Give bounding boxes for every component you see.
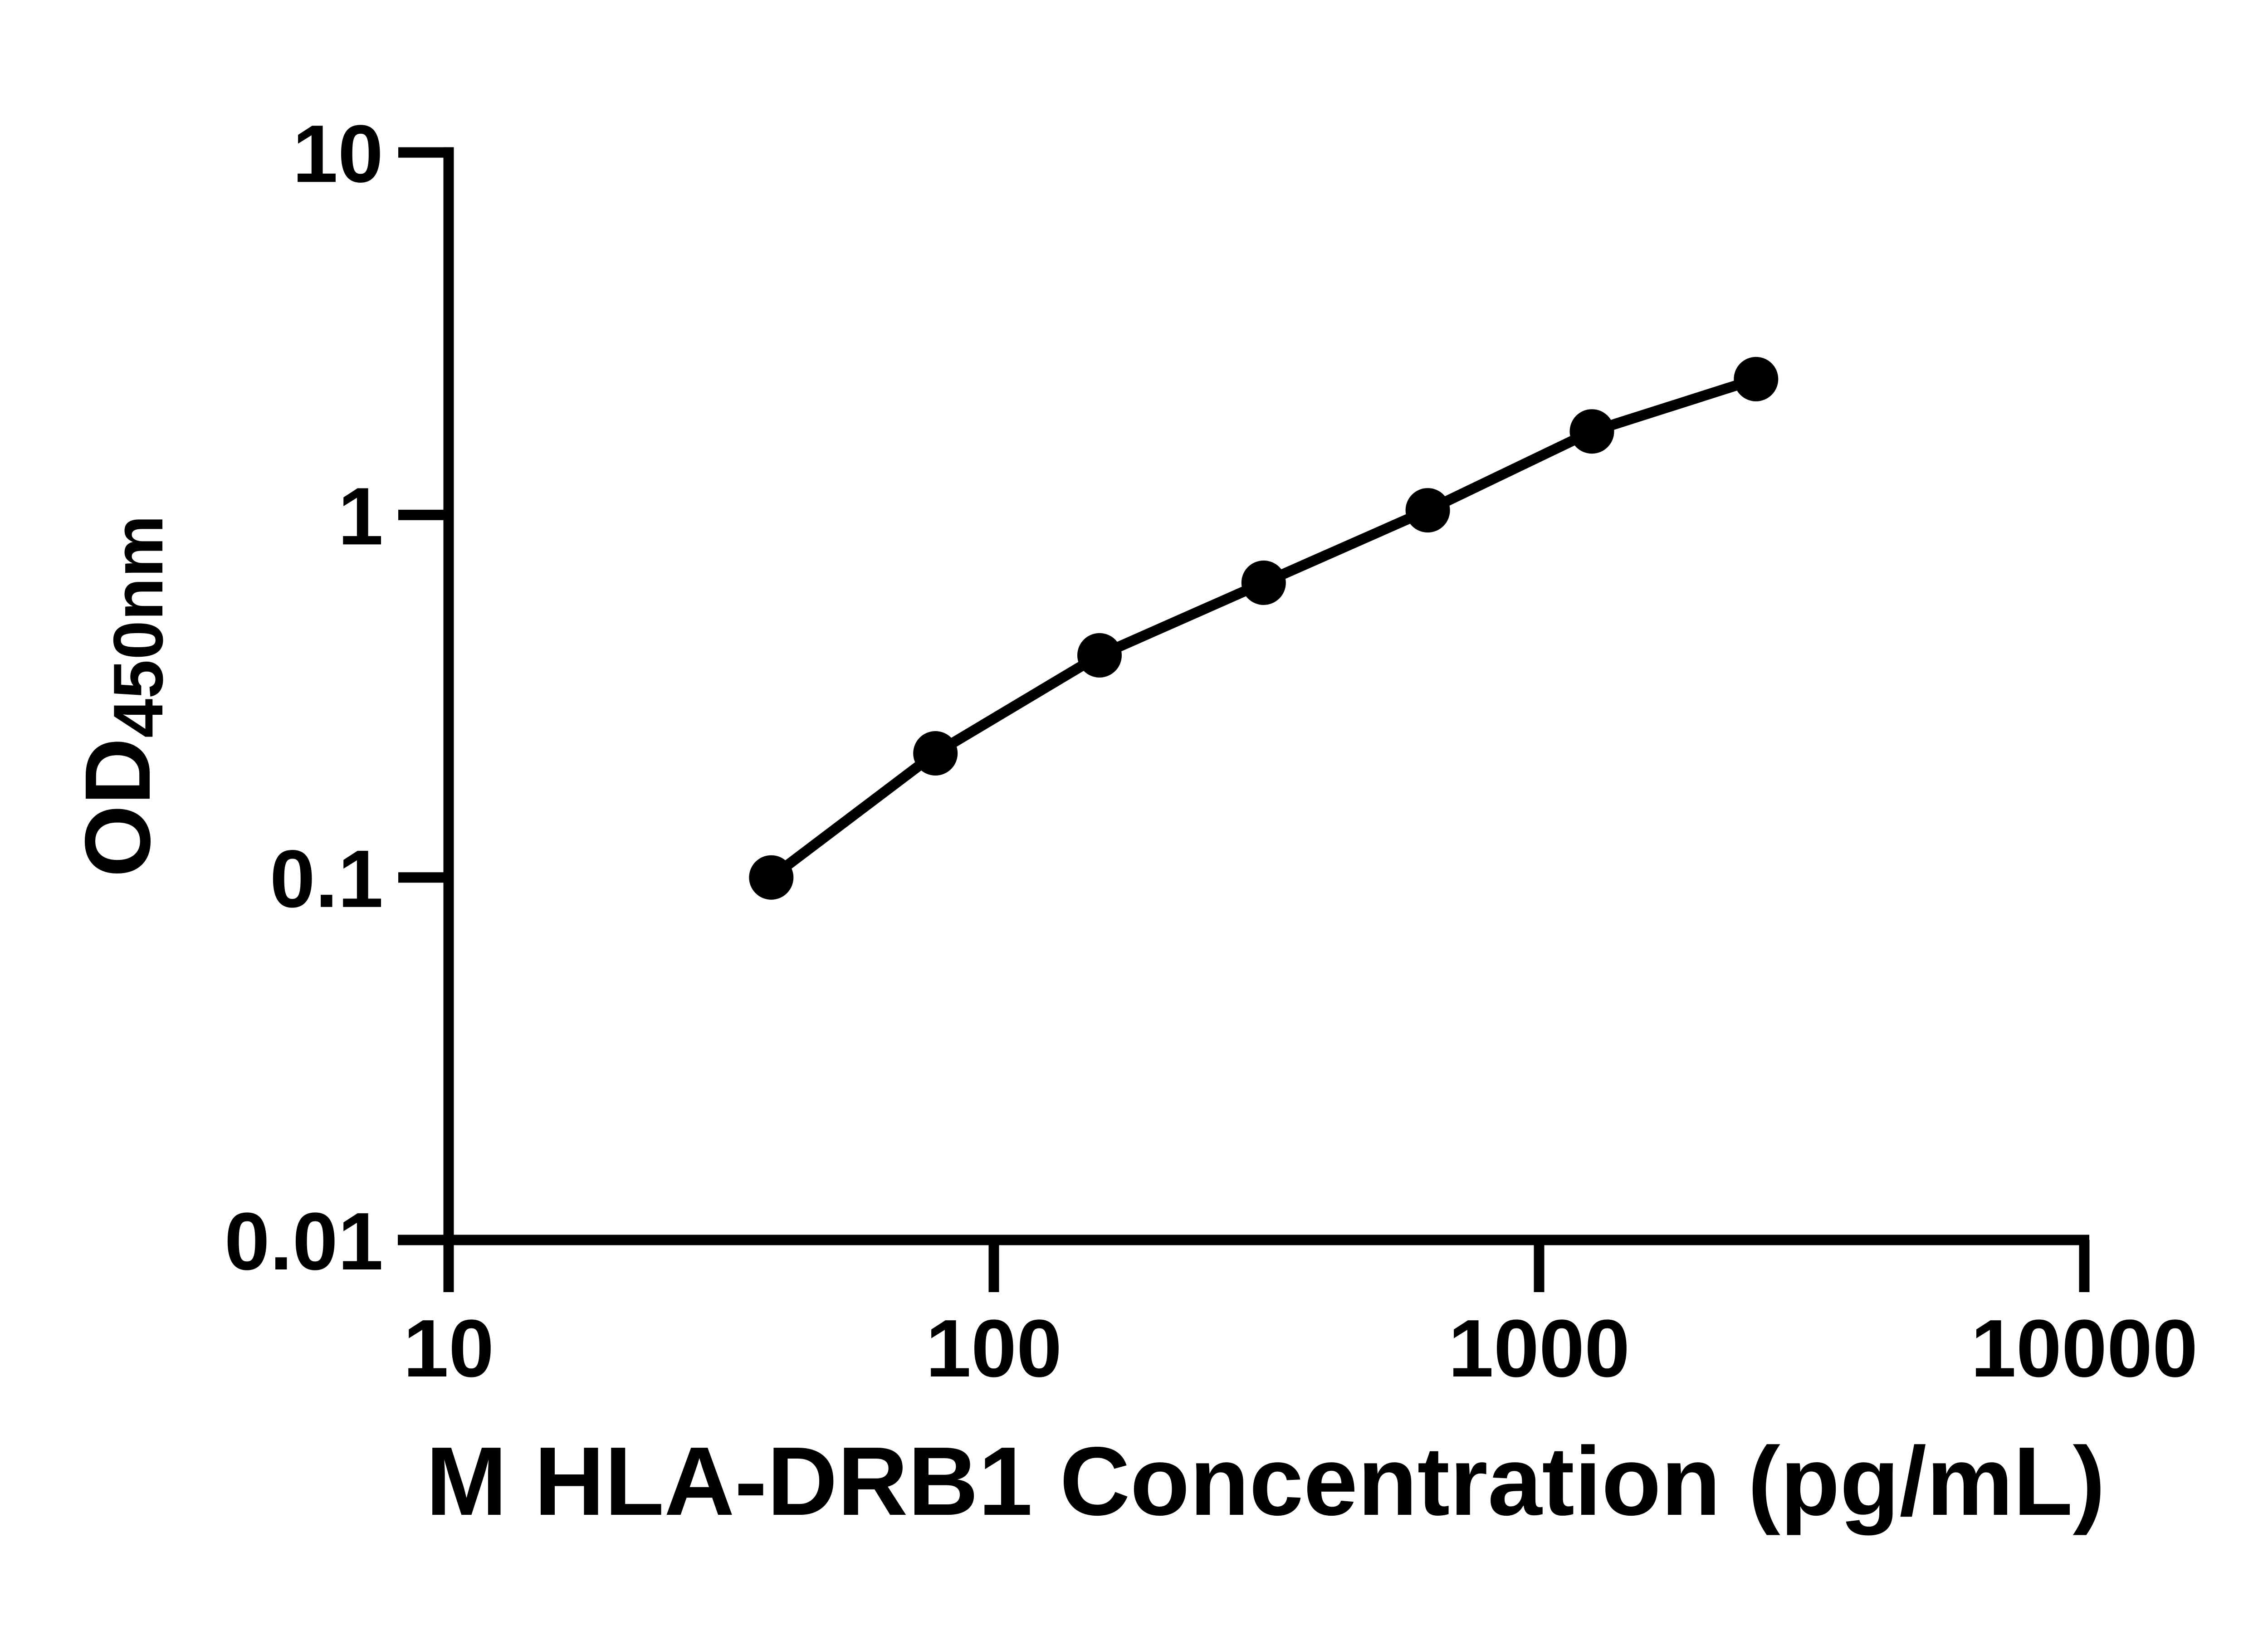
axes <box>398 147 2089 1245</box>
data-point-3 <box>1077 633 1122 678</box>
data-series <box>749 356 1779 900</box>
standard-curve-line <box>766 374 1761 883</box>
x-axis-title: M HLA-DRB1 Concentration (pg/mL) <box>426 1426 2105 1536</box>
x-axis-tick-labels: 10 100 1000 10000 <box>403 1303 2198 1394</box>
x-axis-ticks <box>443 1240 2090 1292</box>
y-tick-label-1: 1 <box>338 471 383 562</box>
data-point-5 <box>1405 488 1450 533</box>
y-axis-title: OD450nm <box>66 515 177 878</box>
y-axis-title-subscript: 450nm <box>99 515 177 738</box>
data-point-4 <box>1241 560 1286 605</box>
data-point-1 <box>749 855 794 900</box>
y-axis-title-main: OD <box>66 738 170 878</box>
y-axis-tick-labels: 10 1 0.1 0.01 <box>225 108 383 1287</box>
data-point-markers <box>749 356 1779 900</box>
data-point-6 <box>1569 409 1614 454</box>
y-tick-label-10: 10 <box>293 108 383 200</box>
y-tick-label-0.01: 0.01 <box>225 1196 383 1287</box>
y-tick-label-0.1: 0.1 <box>270 834 383 925</box>
data-point-7 <box>1734 356 1779 401</box>
x-tick-label-10000: 10000 <box>1971 1303 2198 1394</box>
x-tick-label-100: 100 <box>926 1303 1062 1394</box>
x-tick-label-1000: 1000 <box>1448 1303 1630 1394</box>
data-point-2 <box>913 731 958 776</box>
x-tick-label-10: 10 <box>403 1303 494 1394</box>
